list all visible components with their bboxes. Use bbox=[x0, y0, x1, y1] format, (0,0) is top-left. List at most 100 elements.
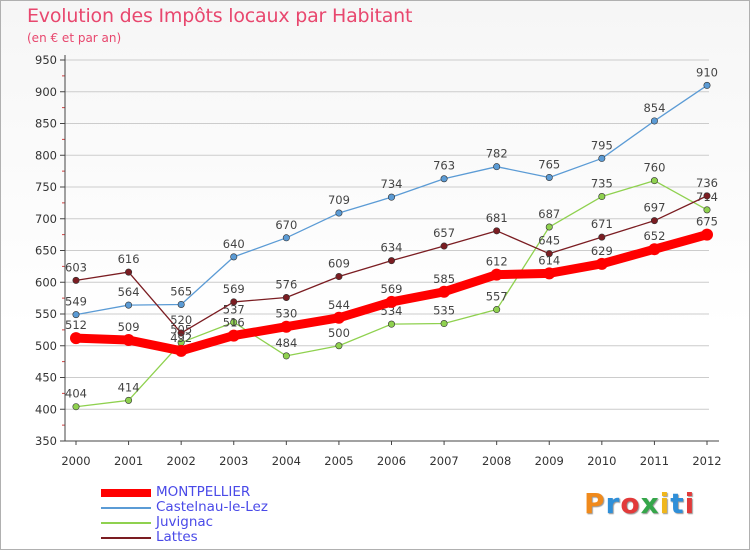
y-tick-label: 600 bbox=[35, 275, 57, 289]
data-label-montpellier: 512 bbox=[65, 318, 87, 332]
data-point-montpellier bbox=[122, 334, 135, 347]
y-tick-label: 550 bbox=[35, 307, 57, 321]
data-point-castelnau-le-lez bbox=[650, 117, 658, 125]
data-label-castelnau-le-lez: 763 bbox=[433, 159, 455, 173]
data-point-castelnau-le-lez bbox=[387, 193, 395, 201]
data-point-castelnau-le-lez bbox=[493, 163, 501, 171]
data-label-lattes: 634 bbox=[381, 241, 403, 255]
data-point-montpellier bbox=[332, 311, 345, 324]
data-point-lattes bbox=[387, 257, 395, 265]
data-point-juvignac bbox=[703, 206, 711, 214]
data-label-castelnau-le-lez: 854 bbox=[643, 101, 665, 115]
y-tick-label: 700 bbox=[35, 212, 57, 226]
data-point-lattes bbox=[230, 298, 238, 306]
data-label-lattes: 616 bbox=[118, 252, 140, 266]
data-point-lattes bbox=[440, 242, 448, 250]
data-label-lattes: 736 bbox=[696, 176, 718, 190]
data-point-montpellier bbox=[438, 285, 451, 298]
data-label-castelnau-le-lez: 564 bbox=[118, 285, 140, 299]
x-tick-label: 2005 bbox=[324, 454, 353, 468]
data-point-castelnau-le-lez bbox=[335, 209, 343, 217]
data-label-lattes: 681 bbox=[486, 211, 508, 225]
legend-label-lattes: Lattes bbox=[156, 529, 198, 545]
data-point-lattes bbox=[650, 217, 658, 225]
legend-label-castelnau-le-lez: Castelnau-le-Lez bbox=[156, 499, 268, 515]
data-point-juvignac bbox=[72, 403, 80, 411]
legend-label-juvignac: Juvignac bbox=[156, 514, 214, 530]
data-point-castelnau-le-lez bbox=[230, 253, 238, 261]
data-point-lattes bbox=[72, 276, 80, 284]
data-label-montpellier: 544 bbox=[328, 298, 350, 312]
data-label-lattes: 697 bbox=[643, 201, 665, 215]
data-point-castelnau-le-lez bbox=[72, 311, 80, 319]
data-point-lattes bbox=[282, 293, 290, 301]
data-label-juvignac: 414 bbox=[118, 380, 140, 394]
data-label-montpellier: 652 bbox=[643, 229, 665, 243]
data-point-montpellier bbox=[280, 320, 293, 333]
data-label-castelnau-le-lez: 782 bbox=[486, 147, 508, 161]
y-tick-label: 650 bbox=[35, 244, 57, 258]
legend-swatch-lattes bbox=[101, 537, 151, 539]
y-tick-label: 750 bbox=[35, 180, 57, 194]
data-point-montpellier bbox=[385, 295, 398, 308]
data-label-montpellier: 675 bbox=[696, 215, 718, 229]
data-point-juvignac bbox=[493, 306, 501, 314]
chart-title: Evolution des Impôts locaux par Habitant bbox=[27, 5, 413, 27]
data-point-lattes bbox=[598, 233, 606, 241]
data-label-castelnau-le-lez: 549 bbox=[65, 295, 87, 309]
data-point-juvignac bbox=[125, 396, 133, 404]
data-label-castelnau-le-lez: 795 bbox=[591, 138, 613, 152]
data-label-lattes: 520 bbox=[170, 313, 192, 327]
data-label-lattes: 603 bbox=[65, 260, 87, 274]
x-tick-label: 2004 bbox=[272, 454, 301, 468]
line-chart: 350 400 450 500 550 600 650 700 750 800 850 900 950 2… bbox=[35, 53, 722, 468]
proxiti-logo: Proxiti bbox=[584, 487, 696, 520]
data-point-juvignac bbox=[282, 352, 290, 360]
data-point-lattes bbox=[177, 329, 185, 337]
y-tick-label: 800 bbox=[35, 148, 57, 162]
data-label-juvignac: 687 bbox=[538, 207, 560, 221]
data-label-lattes: 671 bbox=[591, 217, 613, 231]
data-point-lattes bbox=[335, 273, 343, 281]
data-label-lattes: 609 bbox=[328, 257, 350, 271]
data-label-montpellier: 629 bbox=[591, 244, 613, 258]
data-label-castelnau-le-lez: 565 bbox=[170, 284, 192, 298]
y-tick-label: 350 bbox=[35, 434, 57, 448]
data-point-juvignac bbox=[230, 318, 238, 326]
data-label-juvignac: 404 bbox=[65, 387, 87, 401]
x-tick-label: 2012 bbox=[692, 454, 721, 468]
data-point-juvignac bbox=[545, 223, 553, 231]
data-label-castelnau-le-lez: 765 bbox=[538, 157, 560, 171]
data-point-montpellier bbox=[490, 268, 503, 281]
legend-swatch-montpellier bbox=[101, 489, 151, 497]
data-label-juvignac: 500 bbox=[328, 326, 350, 340]
data-point-lattes bbox=[493, 227, 501, 235]
data-label-montpellier: 585 bbox=[433, 272, 455, 286]
data-point-juvignac bbox=[387, 320, 395, 328]
data-point-castelnau-le-lez bbox=[598, 154, 606, 162]
legend-label-montpellier: MONTPELLIER bbox=[156, 484, 251, 500]
data-label-juvignac: 760 bbox=[643, 161, 665, 175]
y-tick-label: 450 bbox=[35, 371, 57, 385]
data-label-lattes: 645 bbox=[538, 234, 560, 248]
data-point-juvignac bbox=[335, 342, 343, 350]
data-point-juvignac bbox=[598, 193, 606, 201]
y-tick-label: 950 bbox=[35, 53, 57, 67]
x-tick-label: 2003 bbox=[219, 454, 248, 468]
y-tick-label: 500 bbox=[35, 339, 57, 353]
data-point-castelnau-le-lez bbox=[703, 81, 711, 89]
data-point-montpellier bbox=[543, 267, 556, 280]
data-label-castelnau-le-lez: 640 bbox=[223, 237, 245, 251]
x-tick-label: 2010 bbox=[587, 454, 616, 468]
data-label-castelnau-le-lez: 709 bbox=[328, 193, 350, 207]
x-tick-label: 2007 bbox=[429, 454, 458, 468]
data-point-lattes bbox=[545, 250, 553, 258]
data-point-montpellier bbox=[175, 344, 188, 357]
legend-swatch-juvignac bbox=[101, 522, 151, 524]
data-point-lattes bbox=[125, 268, 133, 276]
x-tick-label: 2000 bbox=[61, 454, 90, 468]
data-label-juvignac: 735 bbox=[591, 177, 613, 191]
data-label-montpellier: 569 bbox=[381, 282, 403, 296]
data-point-castelnau-le-lez bbox=[545, 173, 553, 181]
